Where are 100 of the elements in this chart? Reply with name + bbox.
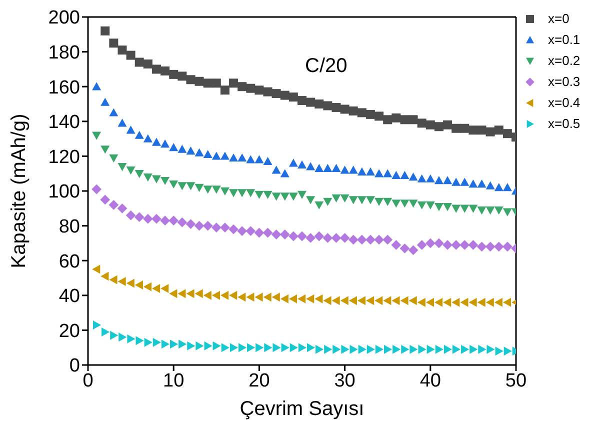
point xyxy=(417,118,426,128)
point xyxy=(118,163,127,172)
point xyxy=(127,334,136,344)
y-tick-label: 200 xyxy=(48,8,80,29)
point xyxy=(460,240,470,250)
point xyxy=(357,108,366,118)
point xyxy=(143,173,152,182)
point xyxy=(314,164,324,172)
point xyxy=(194,289,203,298)
point xyxy=(212,152,221,160)
point xyxy=(118,332,127,342)
point xyxy=(374,296,383,306)
point xyxy=(134,170,144,178)
point xyxy=(263,156,272,166)
point xyxy=(485,242,496,252)
point xyxy=(357,296,366,306)
point xyxy=(417,298,426,307)
point xyxy=(374,169,384,178)
point xyxy=(331,233,342,243)
point xyxy=(332,296,340,306)
point xyxy=(408,115,418,124)
legend-label: x=0.3 xyxy=(548,74,580,89)
point xyxy=(452,178,461,186)
point xyxy=(383,169,392,178)
point xyxy=(126,278,134,288)
point xyxy=(238,189,247,198)
point xyxy=(238,82,247,92)
point xyxy=(434,176,444,184)
point xyxy=(366,296,374,306)
point xyxy=(410,344,418,354)
point xyxy=(306,162,316,170)
point xyxy=(392,113,401,122)
point xyxy=(443,120,452,130)
point xyxy=(229,78,238,88)
point xyxy=(229,153,238,162)
point xyxy=(246,292,254,302)
point xyxy=(443,298,452,307)
point xyxy=(186,219,196,230)
point xyxy=(426,344,435,354)
point xyxy=(117,203,128,214)
legend-label: x=0.1 xyxy=(548,32,580,47)
point xyxy=(271,230,282,240)
point xyxy=(298,190,306,199)
point xyxy=(247,343,256,352)
point xyxy=(220,290,229,300)
point xyxy=(152,338,161,347)
point xyxy=(143,134,152,142)
point xyxy=(134,280,143,290)
point xyxy=(102,327,110,336)
point xyxy=(340,166,350,174)
point xyxy=(434,203,444,212)
point xyxy=(494,183,504,192)
point xyxy=(238,292,246,302)
point xyxy=(366,167,375,176)
point xyxy=(468,204,478,213)
x-axis-title: Çevrim Sayısı xyxy=(240,398,364,420)
point xyxy=(290,343,298,352)
point xyxy=(194,184,204,192)
point xyxy=(400,170,410,179)
point xyxy=(144,338,152,347)
point xyxy=(383,296,392,306)
point xyxy=(452,344,461,354)
point xyxy=(169,143,178,152)
point xyxy=(256,343,264,352)
y-tick-label: 160 xyxy=(48,77,80,98)
point xyxy=(220,152,230,160)
point xyxy=(109,154,118,162)
x-tick-label: 40 xyxy=(420,370,441,392)
point xyxy=(366,234,376,245)
point xyxy=(366,344,375,354)
point xyxy=(203,290,212,300)
point xyxy=(160,140,170,148)
point xyxy=(254,155,264,164)
point xyxy=(452,204,461,213)
point xyxy=(400,243,410,254)
point xyxy=(143,282,152,292)
y-tick-label: 40 xyxy=(58,286,80,308)
x-tick-label: 0 xyxy=(82,370,94,392)
point xyxy=(229,189,238,198)
point xyxy=(288,192,298,201)
annotation: C/20 xyxy=(305,55,348,78)
point xyxy=(212,290,220,300)
point xyxy=(323,198,332,206)
y-tick-label: 0 xyxy=(69,356,80,377)
point xyxy=(314,294,323,304)
point xyxy=(187,341,196,350)
point xyxy=(306,233,316,243)
point xyxy=(374,234,384,245)
point xyxy=(502,183,512,192)
point xyxy=(494,206,504,215)
point xyxy=(426,201,435,210)
point xyxy=(306,343,316,352)
y-tick-label: 140 xyxy=(48,112,80,134)
point xyxy=(229,290,238,300)
point xyxy=(451,240,462,250)
point xyxy=(504,346,512,356)
point xyxy=(426,120,435,130)
point xyxy=(194,148,204,156)
point xyxy=(110,330,118,340)
point xyxy=(118,276,126,286)
